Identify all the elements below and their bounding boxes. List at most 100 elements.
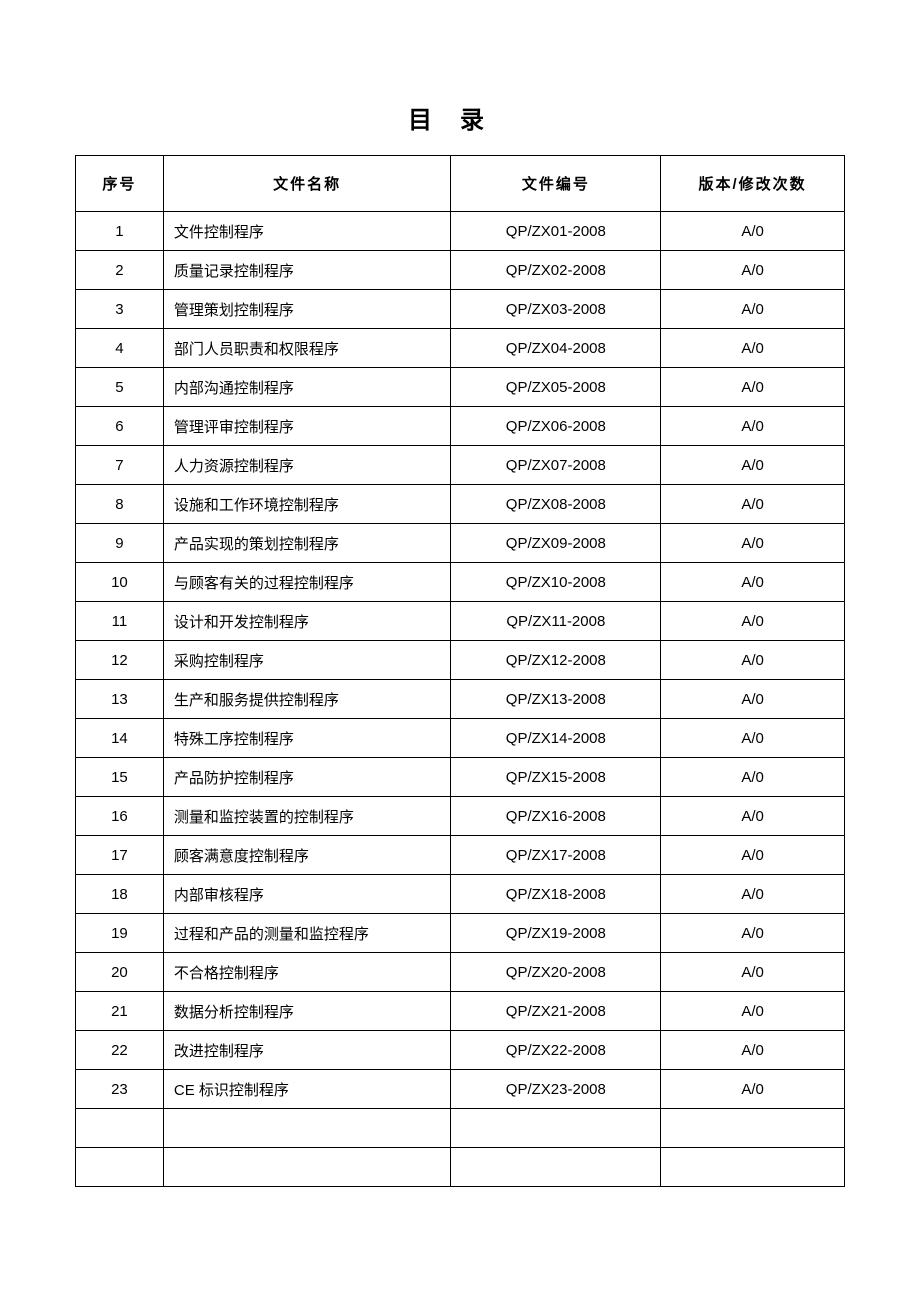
cell-code: QP/ZX19-2008: [451, 914, 661, 953]
cell-version: A/0: [661, 212, 845, 251]
cell-seq: 6: [76, 407, 164, 446]
cell-version: A/0: [661, 446, 845, 485]
cell-empty: [661, 1148, 845, 1187]
cell-version: A/0: [661, 407, 845, 446]
cell-seq: 5: [76, 368, 164, 407]
cell-seq: 13: [76, 680, 164, 719]
cell-name: 文件控制程序: [163, 212, 451, 251]
cell-seq: 3: [76, 290, 164, 329]
cell-code: QP/ZX03-2008: [451, 290, 661, 329]
cell-code: QP/ZX12-2008: [451, 641, 661, 680]
cell-code: QP/ZX08-2008: [451, 485, 661, 524]
cell-empty: [76, 1109, 164, 1148]
table-row: 19过程和产品的测量和监控程序QP/ZX19-2008A/0: [76, 914, 845, 953]
cell-name: 过程和产品的测量和监控程序: [163, 914, 451, 953]
table-row: 2质量记录控制程序QP/ZX02-2008A/0: [76, 251, 845, 290]
cell-version: A/0: [661, 797, 845, 836]
cell-code: QP/ZX07-2008: [451, 446, 661, 485]
cell-seq: 20: [76, 953, 164, 992]
cell-empty: [76, 1148, 164, 1187]
cell-name: 测量和监控装置的控制程序: [163, 797, 451, 836]
cell-version: A/0: [661, 719, 845, 758]
cell-version: A/0: [661, 1031, 845, 1070]
cell-version: A/0: [661, 680, 845, 719]
cell-name: 质量记录控制程序: [163, 251, 451, 290]
cell-empty: [163, 1109, 451, 1148]
cell-name: 部门人员职责和权限程序: [163, 329, 451, 368]
table-row: 16测量和监控装置的控制程序QP/ZX16-2008A/0: [76, 797, 845, 836]
cell-seq: 22: [76, 1031, 164, 1070]
cell-seq: 16: [76, 797, 164, 836]
cell-seq: 4: [76, 329, 164, 368]
cell-seq: 1: [76, 212, 164, 251]
cell-seq: 17: [76, 836, 164, 875]
cell-code: QP/ZX23-2008: [451, 1070, 661, 1109]
cell-seq: 18: [76, 875, 164, 914]
cell-code: QP/ZX02-2008: [451, 251, 661, 290]
table-row: 6管理评审控制程序QP/ZX06-2008A/0: [76, 407, 845, 446]
cell-name: 改进控制程序: [163, 1031, 451, 1070]
table-row: 9产品实现的策划控制程序QP/ZX09-2008A/0: [76, 524, 845, 563]
cell-version: A/0: [661, 563, 845, 602]
table-row: 20不合格控制程序QP/ZX20-2008A/0: [76, 953, 845, 992]
cell-version: A/0: [661, 914, 845, 953]
cell-code: QP/ZX16-2008: [451, 797, 661, 836]
cell-version: A/0: [661, 1070, 845, 1109]
cell-seq: 15: [76, 758, 164, 797]
cell-name: 内部沟通控制程序: [163, 368, 451, 407]
cell-name: 特殊工序控制程序: [163, 719, 451, 758]
table-row: 14特殊工序控制程序QP/ZX14-2008A/0: [76, 719, 845, 758]
cell-code: QP/ZX05-2008: [451, 368, 661, 407]
cell-version: A/0: [661, 641, 845, 680]
table-row: 21数据分析控制程序QP/ZX21-2008A/0: [76, 992, 845, 1031]
header-seq: 序号: [76, 156, 164, 212]
cell-seq: 9: [76, 524, 164, 563]
table-row: 22改进控制程序QP/ZX22-2008A/0: [76, 1031, 845, 1070]
cell-empty: [661, 1109, 845, 1148]
cell-name: 管理策划控制程序: [163, 290, 451, 329]
header-version: 版本/修改次数: [661, 156, 845, 212]
cell-empty: [163, 1148, 451, 1187]
cell-name: 设施和工作环境控制程序: [163, 485, 451, 524]
cell-name: 产品实现的策划控制程序: [163, 524, 451, 563]
cell-name: 内部审核程序: [163, 875, 451, 914]
cell-version: A/0: [661, 485, 845, 524]
cell-version: A/0: [661, 992, 845, 1031]
cell-code: QP/ZX21-2008: [451, 992, 661, 1031]
cell-code: QP/ZX06-2008: [451, 407, 661, 446]
table-row: 11设计和开发控制程序QP/ZX11-2008A/0: [76, 602, 845, 641]
table-header-row: 序号 文件名称 文件编号 版本/修改次数: [76, 156, 845, 212]
cell-name: 管理评审控制程序: [163, 407, 451, 446]
cell-empty: [451, 1148, 661, 1187]
cell-seq: 11: [76, 602, 164, 641]
cell-seq: 2: [76, 251, 164, 290]
table-row: 8设施和工作环境控制程序QP/ZX08-2008A/0: [76, 485, 845, 524]
table-row: 13生产和服务提供控制程序QP/ZX13-2008A/0: [76, 680, 845, 719]
cell-seq: 8: [76, 485, 164, 524]
cell-name: 采购控制程序: [163, 641, 451, 680]
cell-seq: 14: [76, 719, 164, 758]
table-row-empty: [76, 1148, 845, 1187]
cell-seq: 21: [76, 992, 164, 1031]
cell-code: QP/ZX17-2008: [451, 836, 661, 875]
cell-version: A/0: [661, 602, 845, 641]
table-row: 12采购控制程序QP/ZX12-2008A/0: [76, 641, 845, 680]
table-row: 23CE 标识控制程序QP/ZX23-2008A/0: [76, 1070, 845, 1109]
toc-table: 序号 文件名称 文件编号 版本/修改次数 1文件控制程序QP/ZX01-2008…: [75, 155, 845, 1187]
cell-name: 与顾客有关的过程控制程序: [163, 563, 451, 602]
table-row-empty: [76, 1109, 845, 1148]
table-row: 7人力资源控制程序QP/ZX07-2008A/0: [76, 446, 845, 485]
cell-seq: 7: [76, 446, 164, 485]
cell-code: QP/ZX18-2008: [451, 875, 661, 914]
cell-code: QP/ZX15-2008: [451, 758, 661, 797]
table-row: 18内部审核程序QP/ZX18-2008A/0: [76, 875, 845, 914]
cell-name: 不合格控制程序: [163, 953, 451, 992]
cell-version: A/0: [661, 329, 845, 368]
header-code: 文件编号: [451, 156, 661, 212]
cell-code: QP/ZX20-2008: [451, 953, 661, 992]
table-body: 1文件控制程序QP/ZX01-2008A/02质量记录控制程序QP/ZX02-2…: [76, 212, 845, 1187]
cell-version: A/0: [661, 290, 845, 329]
cell-seq: 23: [76, 1070, 164, 1109]
cell-code: QP/ZX11-2008: [451, 602, 661, 641]
cell-version: A/0: [661, 836, 845, 875]
